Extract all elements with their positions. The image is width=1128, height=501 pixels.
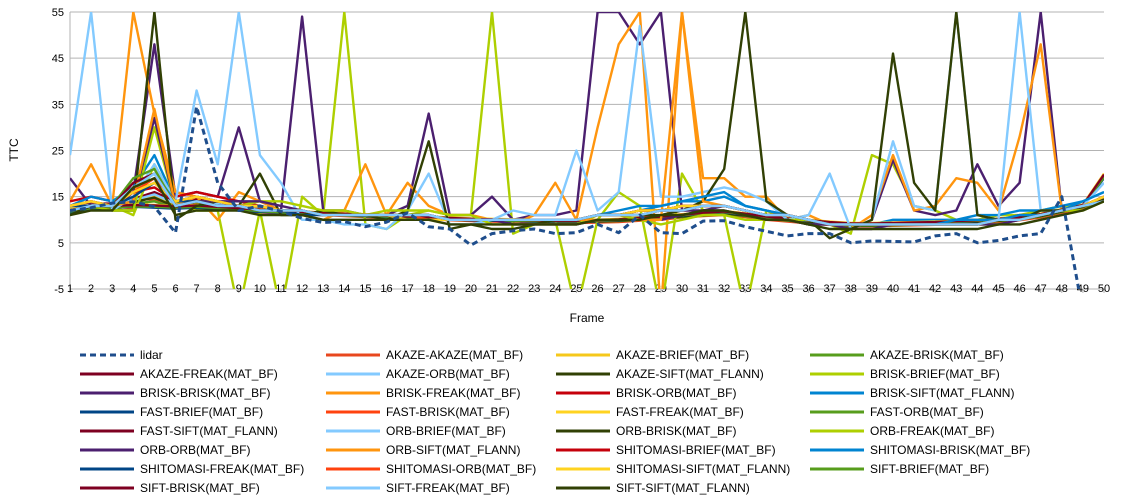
legend-label: ORB-SIFT(MAT_FLANN) — [386, 443, 520, 457]
x-tick-label: 45 — [992, 283, 1004, 295]
legend-label: BRISK-BRISK(MAT_BF) — [140, 386, 270, 400]
series-line-0 — [70, 105, 1081, 289]
x-tick-label: 47 — [1035, 283, 1047, 295]
legend-label: SHITOMASI-SIFT(MAT_FLANN) — [616, 462, 790, 476]
x-tick-label: 23 — [528, 283, 540, 295]
legend-label: FAST-FREAK(MAT_BF) — [616, 405, 744, 419]
x-tick-label: 25 — [570, 283, 582, 295]
y-tick-label: 5 — [58, 238, 64, 250]
legend-label: SHITOMASI-ORB(MAT_BF) — [386, 462, 536, 476]
x-tick-label: 22 — [507, 283, 519, 295]
legend-label: SHITOMASI-BRIEF(MAT_BF) — [616, 443, 776, 457]
x-tick-label: 19 — [444, 283, 456, 295]
legend-label: SIFT-BRIEF(MAT_BF) — [870, 462, 989, 476]
x-tick-label: 13 — [317, 283, 329, 295]
legend-label: SIFT-BRISK(MAT_BF) — [140, 481, 260, 495]
legend-label: BRISK-ORB(MAT_BF) — [616, 386, 736, 400]
x-tick-labels: 1 2 3 4 5 6 7 8 9 10 11 12 13 14 15 16 17 18 19 20 21 22 23 24 2… — [67, 283, 1110, 295]
y-tick-label: 15 — [52, 192, 64, 204]
x-tick-label: 40 — [887, 283, 899, 295]
x-tick-label: 21 — [486, 283, 498, 295]
legend-label: AKAZE-AKAZE(MAT_BF) — [386, 348, 523, 362]
x-tick-label: 3 — [109, 283, 115, 295]
legend-label: BRISK-BRIEF(MAT_BF) — [870, 367, 1000, 381]
series-line-29 — [70, 172, 1104, 226]
x-tick-label: 9 — [236, 283, 242, 295]
x-tick-label: 14 — [338, 283, 350, 295]
x-tick-label: 48 — [1056, 283, 1068, 295]
legend-label: lidar — [140, 348, 163, 362]
x-tick-label: 28 — [634, 283, 646, 295]
x-tick-label: 24 — [549, 283, 561, 295]
x-tick-label: 42 — [929, 283, 941, 295]
x-tick-label: 36 — [802, 283, 814, 295]
legend-label: ORB-ORB(MAT_BF) — [140, 443, 250, 457]
x-axis-title: Frame — [570, 311, 605, 325]
series-line-7 — [70, 12, 1104, 289]
legend-label: FAST-SIFT(MAT_FLANN) — [140, 424, 278, 438]
series-line-17 — [70, 12, 1104, 231]
x-tick-label: 31 — [697, 283, 709, 295]
legend-label: AKAZE-SIFT(MAT_FLANN) — [616, 367, 764, 381]
legend: lidar AKAZE-AKAZE(MAT_BF) AKAZE-BRIEF(MAT_… — [80, 348, 1030, 495]
legend-label: AKAZE-FREAK(MAT_BF) — [140, 367, 278, 381]
x-tick-label: 50 — [1098, 283, 1110, 295]
x-tick-label: 39 — [866, 283, 878, 295]
x-tick-label: 26 — [591, 283, 603, 295]
x-tick-label: 2 — [88, 283, 94, 295]
legend-label: SIFT-SIFT(MAT_FLANN) — [616, 481, 750, 495]
x-tick-label: 4 — [130, 283, 136, 295]
legend-label: BRISK-SIFT(MAT_FLANN) — [870, 386, 1014, 400]
legend-label: SHITOMASI-FREAK(MAT_BF) — [140, 462, 304, 476]
x-tick-label: 37 — [824, 283, 836, 295]
legend-label: SIFT-FREAK(MAT_BF) — [386, 481, 510, 495]
legend-label: FAST-ORB(MAT_BF) — [870, 405, 984, 419]
x-tick-label: 49 — [1077, 283, 1089, 295]
series-line-8 — [70, 12, 1104, 231]
legend-label: AKAZE-BRIEF(MAT_BF) — [616, 348, 749, 362]
y-tick-labels: -5 5 15 25 35 45 55 — [52, 7, 64, 296]
legend-label: FAST-BRISK(MAT_BF) — [386, 405, 510, 419]
x-tick-label: 44 — [971, 283, 983, 295]
x-tick-label: 33 — [739, 283, 751, 295]
legend-label: ORB-BRISK(MAT_BF) — [616, 424, 736, 438]
plot-area — [70, 12, 1104, 289]
x-tick-label: 5 — [151, 283, 157, 295]
y-tick-label: 45 — [52, 53, 64, 65]
x-tick-label: 7 — [194, 283, 200, 295]
x-tick-label: 41 — [908, 283, 920, 295]
x-tick-label: 34 — [760, 283, 772, 295]
legend-label: FAST-BRIEF(MAT_BF) — [140, 405, 263, 419]
x-tick-label: 11 — [275, 283, 286, 295]
y-tick-label: -5 — [54, 284, 64, 296]
x-tick-label: 35 — [781, 283, 793, 295]
x-tick-label: 12 — [296, 283, 308, 295]
legend-label: BRISK-FREAK(MAT_BF) — [386, 386, 520, 400]
legend-label: AKAZE-BRISK(MAT_BF) — [870, 348, 1004, 362]
x-tick-label: 46 — [1013, 283, 1025, 295]
legend-label: AKAZE-ORB(MAT_BF) — [386, 367, 510, 381]
legend-label: SHITOMASI-BRISK(MAT_BF) — [870, 443, 1030, 457]
x-tick-label: 20 — [465, 283, 477, 295]
x-tick-label: 43 — [950, 283, 962, 295]
y-tick-label: 55 — [52, 7, 64, 19]
legend-label: ORB-BRIEF(MAT_BF) — [386, 424, 506, 438]
x-tick-label: 32 — [718, 283, 730, 295]
x-tick-label: 16 — [380, 283, 392, 295]
y-tick-label: 35 — [52, 99, 64, 111]
x-tick-label: 6 — [172, 283, 178, 295]
y-axis-title: TTC — [7, 138, 21, 162]
x-tick-label: 30 — [676, 283, 688, 295]
y-tick-label: 25 — [52, 146, 64, 158]
legend-label: ORB-FREAK(MAT_BF) — [870, 424, 994, 438]
x-tick-label: 8 — [215, 283, 221, 295]
x-tick-label: 1 — [67, 283, 73, 295]
x-tick-label: 18 — [423, 283, 435, 295]
x-tick-label: 15 — [359, 283, 371, 295]
x-tick-label: 17 — [402, 283, 414, 295]
x-tick-label: 27 — [613, 283, 625, 295]
x-tick-label: 38 — [845, 283, 857, 295]
x-tick-label: 10 — [254, 283, 266, 295]
